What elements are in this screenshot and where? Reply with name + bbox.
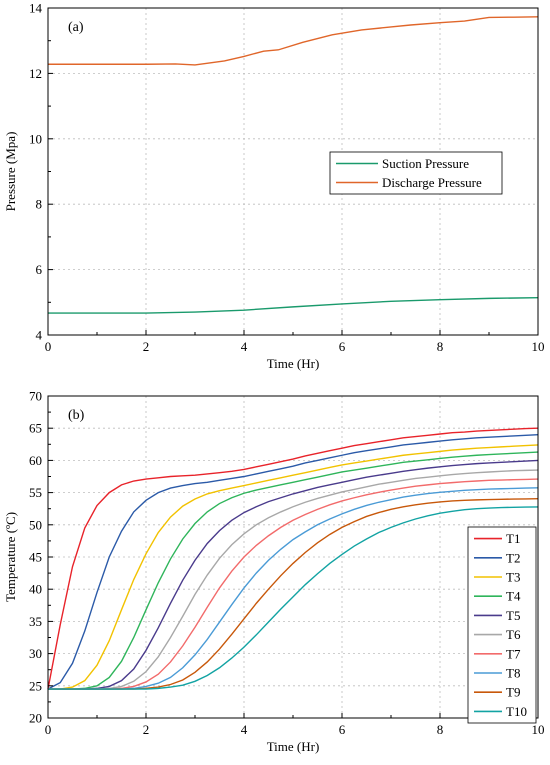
legend-label: T7 (506, 646, 521, 661)
legend-label: Discharge Pressure (382, 175, 482, 190)
pressure-chart: 0 2 4 6 8 10 4 6 8 10 12 14 (a) Time (Hr) Pressure … (3, 1, 545, 372)
x-tick-label: 6 (339, 722, 346, 737)
series-line-discharge-pressure (48, 16, 539, 66)
pressure-chart-series (48, 16, 539, 314)
temperature-y-axis-label: Temperature (ºC) (3, 512, 18, 602)
legend-box (329, 151, 503, 195)
x-tick-label: 6 (339, 339, 346, 354)
y-tick-label: 35 (29, 614, 42, 629)
x-tick-label: 2 (143, 339, 150, 354)
x-tick-label: 8 (437, 339, 444, 354)
panel-b-label: (b) (68, 408, 85, 423)
x-tick-label: 10 (532, 722, 545, 737)
temperature-chart-grid (48, 396, 538, 718)
legend-label: T10 (506, 704, 527, 719)
legend-label: T8 (506, 666, 520, 681)
y-tick-label: 55 (29, 485, 42, 500)
y-tick-label: 50 (29, 517, 42, 532)
y-tick-label: 45 (29, 550, 42, 565)
y-tick-label: 20 (29, 711, 42, 726)
series-line-t5 (48, 459, 539, 690)
legend-label: T6 (506, 627, 521, 642)
x-tick-label: 8 (437, 722, 444, 737)
legend-label: T2 (506, 550, 520, 565)
series-line-t8 (48, 487, 539, 690)
legend-label: T3 (506, 570, 520, 585)
x-tick-label: 10 (532, 339, 545, 354)
temperature-x-axis-label: Time (Hr) (267, 739, 320, 754)
y-tick-label: 10 (29, 131, 42, 146)
y-tick-label: 65 (29, 421, 42, 436)
x-tick-label: 2 (143, 722, 150, 737)
pressure-x-axis-label: Time (Hr) (267, 356, 320, 371)
panel-a-label: (a) (68, 20, 84, 35)
temperature-legend: T1 T2 T3 T4 T5 T6 T7 T8 T9 T10 (467, 526, 537, 724)
series-line-t6 (48, 469, 539, 690)
legend-label: T5 (506, 608, 520, 623)
legend-label: T4 (506, 589, 521, 604)
series-line-t2 (47, 433, 539, 690)
series-line-t7 (48, 478, 539, 690)
x-tick-label: 4 (241, 339, 248, 354)
temperature-chart-ticks: 0 2 4 6 8 10 20 25 30 35 40 45 50 55 60 65 70 (29, 389, 545, 738)
series-line-t10 (48, 506, 539, 690)
temperature-chart-series (47, 427, 539, 690)
y-tick-label: 40 (29, 582, 42, 597)
series-line-t4 (48, 451, 539, 690)
y-tick-label: 8 (36, 197, 43, 212)
series-line-t1 (47, 427, 539, 690)
legend-box (467, 526, 537, 724)
pressure-chart-ticks: 0 2 4 6 8 10 4 6 8 10 12 14 (29, 1, 545, 355)
y-tick-label: 70 (29, 389, 42, 404)
y-tick-label: 12 (29, 66, 42, 81)
x-tick-label: 4 (241, 722, 248, 737)
y-tick-label: 60 (29, 453, 42, 468)
y-tick-label: 25 (29, 678, 42, 693)
temperature-chart: 0 2 4 6 8 10 20 25 30 35 40 45 50 55 60 65 70 (b) Time (… (3, 389, 545, 755)
series-line-t3 (48, 444, 539, 690)
pressure-legend: Suction Pressure Discharge Pressure (329, 151, 503, 195)
pressure-y-axis-label: Pressure (Mpa) (3, 132, 18, 212)
legend-label: T9 (506, 685, 520, 700)
y-tick-label: 6 (36, 262, 43, 277)
pressure-chart-grid (48, 8, 538, 335)
legend-label: T1 (506, 531, 520, 546)
y-tick-label: 14 (29, 1, 43, 16)
y-tick-label: 4 (36, 328, 43, 343)
series-line-suction-pressure (48, 297, 539, 314)
legend-label: Suction Pressure (382, 156, 469, 171)
x-tick-label: 0 (45, 722, 52, 737)
y-tick-label: 30 (29, 646, 42, 661)
x-tick-label: 0 (45, 339, 52, 354)
